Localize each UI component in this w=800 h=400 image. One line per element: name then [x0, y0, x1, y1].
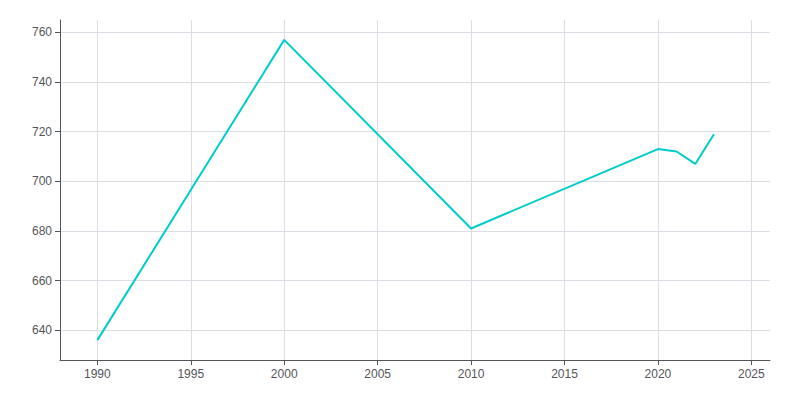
svg-text:740: 740 [32, 75, 52, 89]
svg-text:640: 640 [32, 323, 52, 337]
svg-text:2020: 2020 [645, 367, 672, 381]
svg-text:2000: 2000 [271, 367, 298, 381]
svg-text:720: 720 [32, 125, 52, 139]
svg-text:680: 680 [32, 224, 52, 238]
svg-text:2010: 2010 [458, 367, 485, 381]
svg-text:660: 660 [32, 274, 52, 288]
svg-text:1990: 1990 [84, 367, 111, 381]
svg-text:760: 760 [32, 25, 52, 39]
svg-text:700: 700 [32, 174, 52, 188]
svg-text:2015: 2015 [551, 367, 578, 381]
svg-text:2025: 2025 [738, 367, 765, 381]
svg-text:1995: 1995 [177, 367, 204, 381]
svg-text:2005: 2005 [364, 367, 391, 381]
